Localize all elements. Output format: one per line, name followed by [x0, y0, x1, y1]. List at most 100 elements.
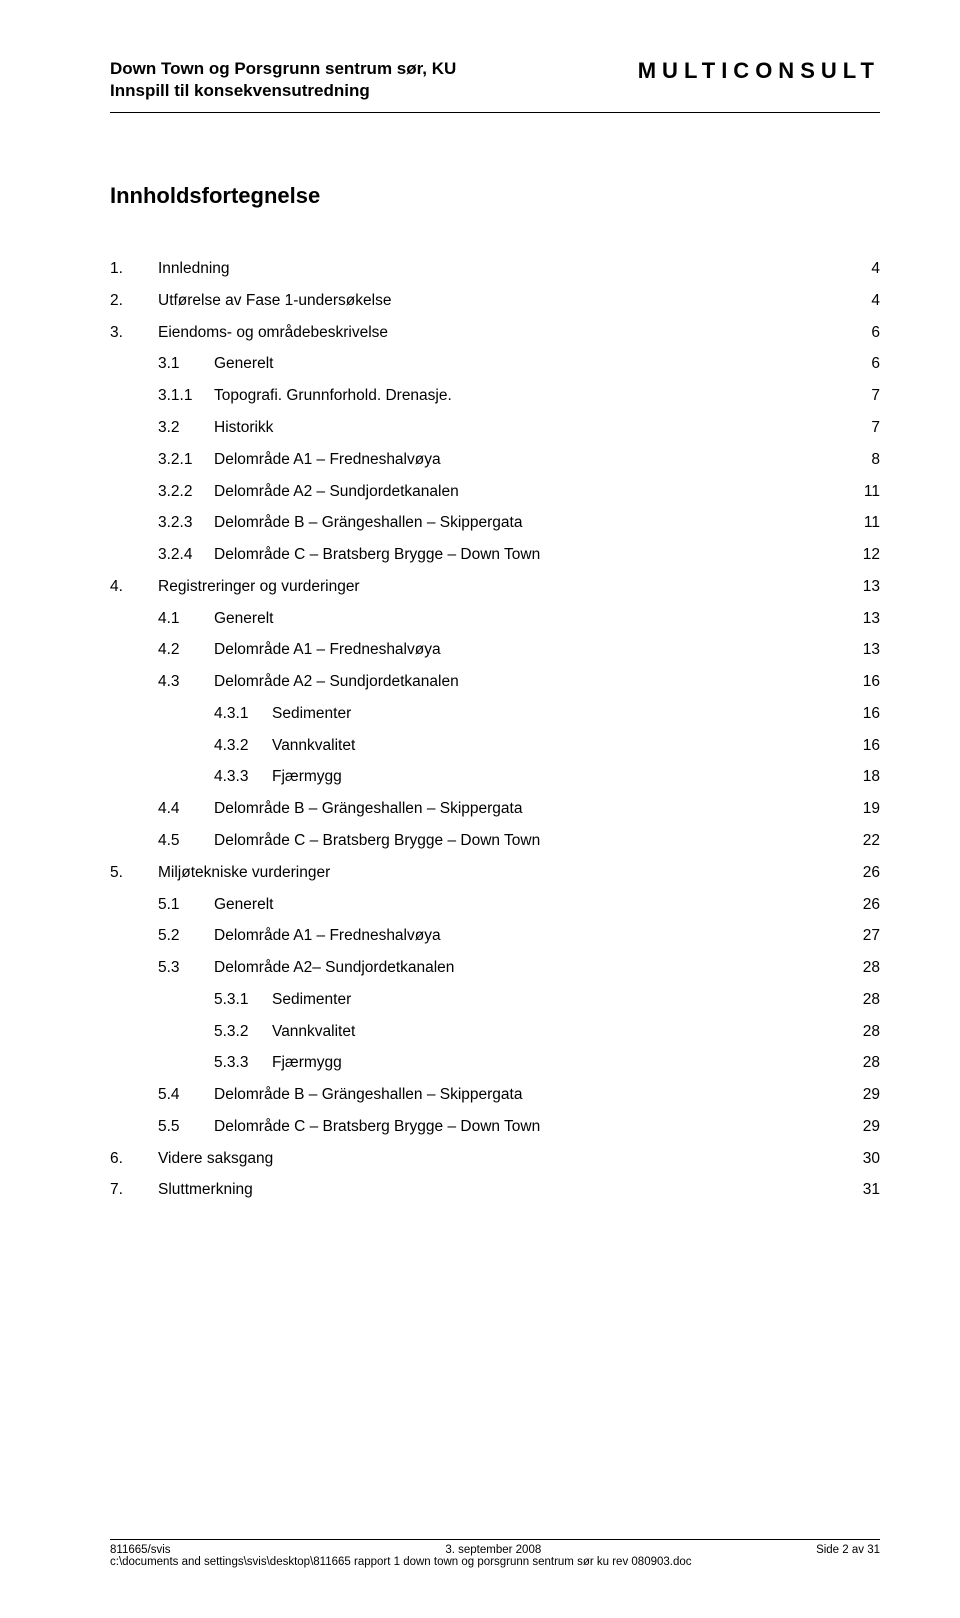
toc-label: Delområde A1 – Fredneshalvøya	[214, 444, 441, 476]
toc-row: 5.5Delområde C – Bratsberg Brygge – Down…	[110, 1111, 880, 1143]
toc-number: 3.1	[158, 348, 214, 380]
toc-label: Delområde A1 – Fredneshalvøya	[214, 920, 441, 952]
toc-number: 5.4	[158, 1079, 214, 1111]
footer-center: 3. september 2008	[445, 1544, 541, 1556]
toc-page-number: 7	[858, 412, 880, 444]
toc-row: 3.2.3Delområde B – Grängeshallen – Skipp…	[110, 507, 880, 539]
toc-label: Eiendoms- og områdebeskrivelse	[158, 317, 388, 349]
toc-number: 5.3.1	[214, 984, 272, 1016]
toc-leader-dots	[393, 289, 856, 305]
toc-page-number: 30	[858, 1143, 880, 1175]
toc-row: 6.Videre saksgang 30	[110, 1143, 880, 1175]
toc-number: 5.5	[158, 1111, 214, 1143]
toc-leader-dots	[454, 385, 856, 401]
toc-label: Innledning	[158, 253, 230, 285]
toc-number: 4.	[110, 571, 158, 603]
toc-label: Delområde C – Bratsberg Brygge – Down To…	[214, 539, 540, 571]
footer-left: 811665/svis	[110, 1544, 171, 1556]
toc-row: 3.2.1Delområde A1 – Fredneshalvøya8	[110, 444, 880, 476]
toc-page-number: 26	[858, 889, 880, 921]
toc-label: Sedimenter	[272, 698, 351, 730]
toc-page-number: 27	[858, 920, 880, 952]
toc-number: 3.2	[158, 412, 214, 444]
toc-title: Innholdsfortegnelse	[110, 183, 880, 209]
toc-leader-dots	[275, 417, 856, 433]
footer-right: Side 2 av 31	[816, 1544, 880, 1556]
toc-label: Delområde A2 – Sundjordetkanalen	[214, 476, 459, 508]
toc-leader-dots	[275, 353, 856, 369]
toc-row: 4.1Generelt13	[110, 603, 880, 635]
toc-leader-dots	[332, 861, 856, 877]
toc-number: 4.2	[158, 634, 214, 666]
toc-number: 4.3.3	[214, 761, 272, 793]
toc-label: Topografi. Grunnforhold. Drenasje.	[214, 380, 452, 412]
toc-leader-dots	[357, 1020, 856, 1036]
toc-label: Delområde C – Bratsberg Brygge – Down To…	[214, 825, 540, 857]
toc-number: 7.	[110, 1174, 158, 1206]
toc-number: 4.3.1	[214, 698, 272, 730]
toc-label: Delområde B – Grängeshallen – Skippergat…	[214, 793, 522, 825]
toc-leader-dots	[390, 321, 856, 337]
toc-page-number: 4	[858, 253, 880, 285]
toc-page-number: 31	[858, 1174, 880, 1206]
toc-leader-dots	[344, 766, 856, 782]
toc-page-number: 28	[858, 1016, 880, 1048]
toc-row: 3.Eiendoms- og områdebeskrivelse6	[110, 317, 880, 349]
toc-page-number: 28	[858, 984, 880, 1016]
toc-label: Delområde B – Grängeshallen – Skippergat…	[214, 1079, 522, 1111]
toc-row: 5.3Delområde A2– Sundjordetkanalen28	[110, 952, 880, 984]
toc-page-number: 16	[858, 730, 880, 762]
toc-number: 3.2.2	[158, 476, 214, 508]
toc-label: Delområde A2 – Sundjordetkanalen	[214, 666, 459, 698]
toc-leader-dots	[353, 702, 856, 718]
toc-leader-dots	[524, 1084, 856, 1100]
toc-label: Utførelse av Fase 1-undersøkelse	[158, 285, 391, 317]
toc-label: Delområde A2– Sundjordetkanalen	[214, 952, 454, 984]
toc-page-number: 12	[858, 539, 880, 571]
toc-page-number: 11	[858, 476, 880, 508]
toc-leader-dots	[353, 988, 856, 1004]
header-title-line2: Innspill til konsekvensutredning	[110, 80, 456, 102]
toc-number: 3.1.1	[158, 380, 214, 412]
toc-leader-dots	[524, 512, 856, 528]
toc-page-number: 4	[858, 285, 880, 317]
toc-page-number: 7	[858, 380, 880, 412]
toc-row: 4.Registreringer og vurderinger13	[110, 571, 880, 603]
header-brand: MULTICONSULT	[638, 58, 880, 84]
toc-label: Sedimenter	[272, 984, 351, 1016]
toc-leader-dots	[357, 734, 856, 750]
toc-leader-dots	[275, 607, 856, 623]
toc-number: 4.3	[158, 666, 214, 698]
toc-page-number: 28	[858, 1047, 880, 1079]
toc-leader-dots	[542, 544, 856, 560]
toc-number: 5.3	[158, 952, 214, 984]
header-title: Down Town og Porsgrunn sentrum sør, KU I…	[110, 58, 456, 102]
toc-leader-dots	[461, 480, 856, 496]
toc-label: Vannkvalitet	[272, 1016, 355, 1048]
toc-row: 4.3.3Fjærmygg18	[110, 761, 880, 793]
toc-leader-dots	[344, 1052, 856, 1068]
toc-row: 5.3.2Vannkvalitet28	[110, 1016, 880, 1048]
toc-label: Miljøtekniske vurderinger	[158, 857, 330, 889]
toc-page-number: 13	[858, 603, 880, 635]
toc-leader-dots	[524, 798, 856, 814]
toc-row: 5.3.1Sedimenter 28	[110, 984, 880, 1016]
toc-leader-dots	[443, 448, 856, 464]
toc-page-number: 6	[858, 348, 880, 380]
toc-number: 1.	[110, 253, 158, 285]
toc-row: 4.4Delområde B – Grängeshallen – Skipper…	[110, 793, 880, 825]
toc-leader-dots	[275, 893, 856, 909]
toc-number: 6.	[110, 1143, 158, 1175]
toc-page-number: 8	[858, 444, 880, 476]
toc-label: Videre saksgang	[158, 1143, 273, 1175]
toc-number: 4.5	[158, 825, 214, 857]
toc-number: 5.1	[158, 889, 214, 921]
toc-page-number: 29	[858, 1111, 880, 1143]
toc-number: 3.2.3	[158, 507, 214, 539]
toc-leader-dots	[443, 925, 856, 941]
toc-label: Generelt	[214, 348, 273, 380]
toc-page-number: 6	[858, 317, 880, 349]
toc-leader-dots	[542, 1115, 856, 1131]
toc-leader-dots	[456, 957, 856, 973]
toc-page-number: 13	[858, 571, 880, 603]
